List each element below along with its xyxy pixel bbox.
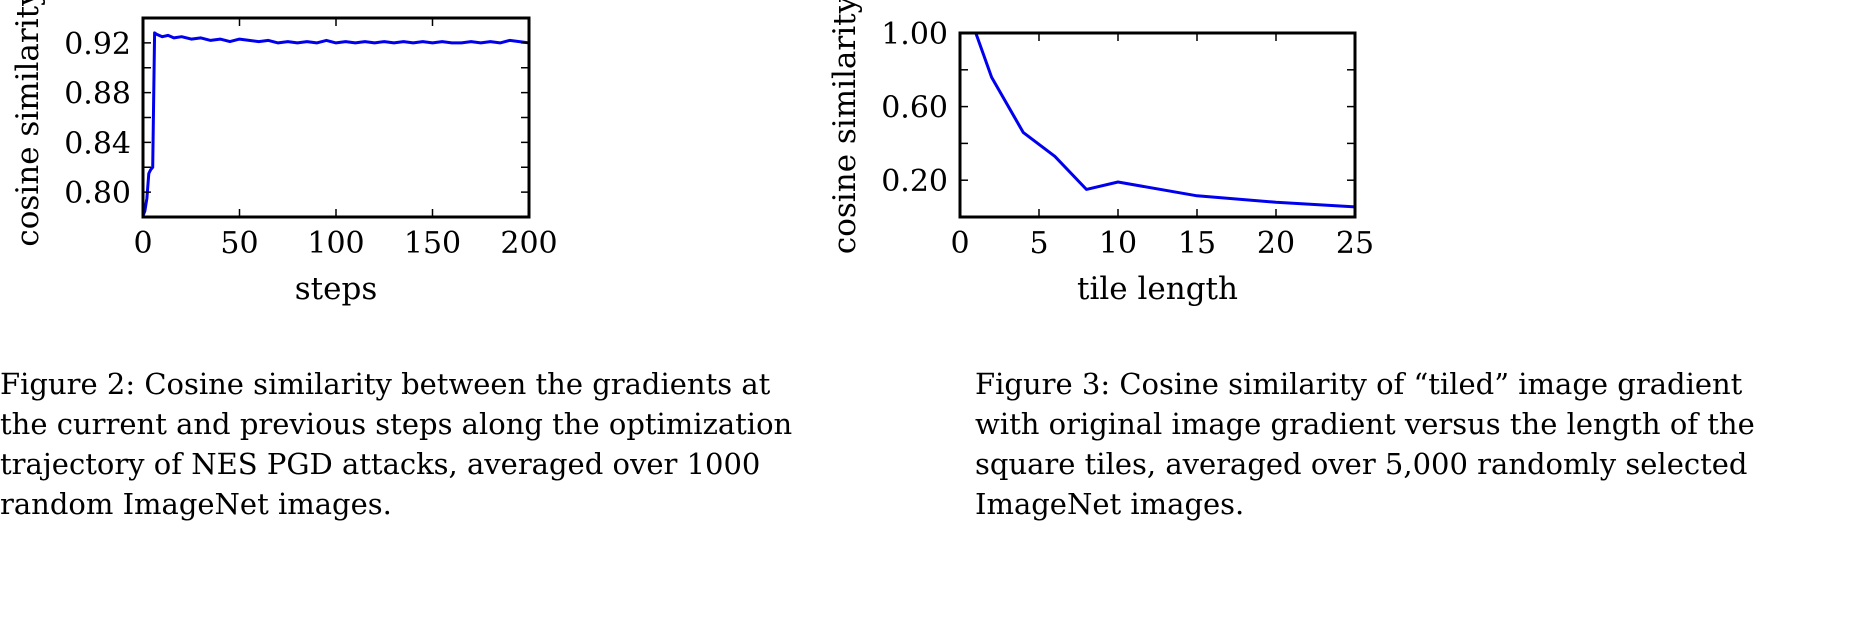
x-tick-label: 25 [1336,226,1374,261]
caption-line: ImageNet images. [975,487,1245,521]
x-tick-label: 15 [1178,226,1216,261]
caption-line: Figure 2: Cosine similarity between the … [0,367,771,401]
caption-line: square tiles, averaged over 5,000 random… [975,447,1748,481]
figure-3-caption: Figure 3: Cosine similarity of “tiled” i… [975,364,1871,524]
y-tick-label: 1.00 [881,17,948,52]
y-tick-label: 0.20 [881,164,948,199]
y-axis-label: cosine similarity [10,0,46,247]
caption-line: random ImageNet images. [0,487,392,521]
caption-line: trajectory of NES PGD attacks, averaged … [0,447,761,481]
x-tick-label: 5 [1029,226,1048,261]
series-line-1 [143,31,529,217]
x-axis-label: tile length [1077,271,1238,307]
x-tick-label: 200 [500,226,557,261]
y-tick-label: 0.80 [64,176,131,211]
x-tick-label: 0 [133,226,152,261]
x-tick-label: 100 [307,226,364,261]
x-tick-label: 20 [1257,226,1295,261]
caption-line: the current and previous steps along the… [0,407,793,441]
axes-frame [141,16,531,219]
y-axis-label: cosine similarity [827,0,863,254]
y-tick-label: 0.60 [881,91,948,126]
y-tick-label: 0.92 [64,27,131,62]
figure-2-caption: Figure 2: Cosine similarity between the … [0,364,900,524]
chart-cosine-vs-tile-length: 0 5 10 15 20 25 0.20 0.60 1.00 tile length cosine … [827,0,1374,307]
x-tick-label: 50 [220,226,258,261]
x-axis-label: steps [295,271,377,307]
series-line-1 [974,33,1355,209]
x-tick-label: 150 [404,226,461,261]
x-tick-label: 10 [1099,226,1137,261]
y-tick-label: 0.84 [64,126,131,161]
x-tick-label: 0 [950,226,969,261]
y-tick-label: 0.88 [64,77,131,112]
axes-frame [958,31,1357,219]
caption-line: with original image gradient versus the … [975,407,1755,441]
caption-line: Figure 3: Cosine similarity of “tiled” i… [975,367,1743,401]
chart-cosine-vs-steps: 0 50 100 150 200 0.80 0.84 0.88 0.92 steps cosine … [10,0,558,307]
